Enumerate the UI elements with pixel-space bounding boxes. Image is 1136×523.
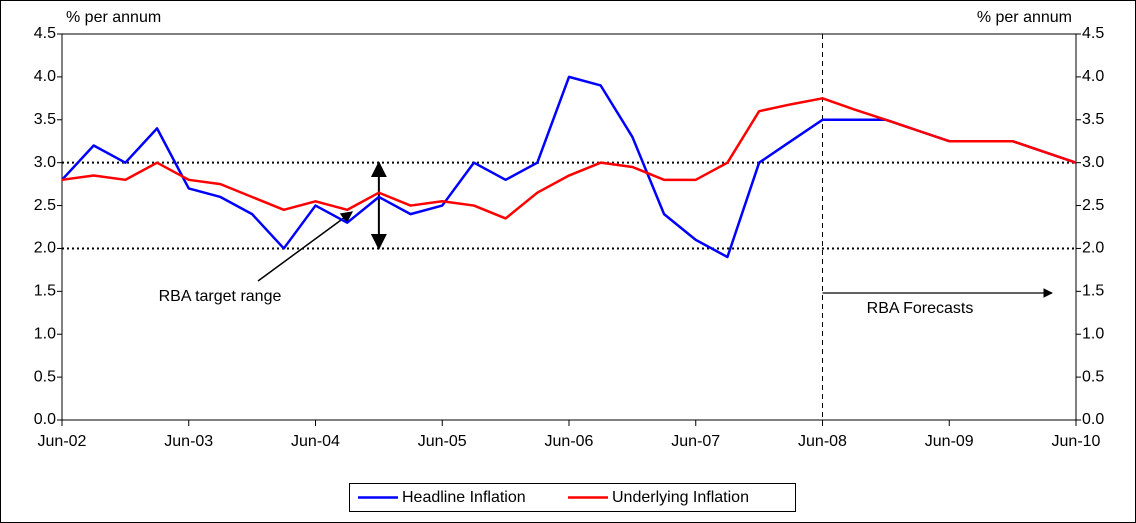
y2-tick-label: 4.0 <box>1082 68 1104 85</box>
y-tick-label: 3.5 <box>34 111 56 128</box>
y-tick-label: 4.0 <box>34 68 56 85</box>
y2-tick-label: 2.5 <box>1082 197 1104 214</box>
y2-tick-label: 1.5 <box>1082 283 1104 300</box>
legend-label: Headline Inflation <box>402 489 526 506</box>
y2-tick-label: 3.0 <box>1082 154 1104 171</box>
y-tick-label: 2.5 <box>34 197 56 214</box>
x-tick-label: Jun-09 <box>925 433 974 450</box>
y-tick-label: 2.0 <box>34 240 56 257</box>
y2-tick-label: 0.0 <box>1082 411 1104 428</box>
x-tick-label: Jun-05 <box>418 433 467 450</box>
y-tick-label: 1.5 <box>34 283 56 300</box>
series-line <box>61 97 1077 220</box>
x-tick-label: Jun-10 <box>1052 433 1101 450</box>
y2-tick-label: 1.0 <box>1082 325 1104 342</box>
x-tick-label: Jun-04 <box>291 433 340 450</box>
y-tick-label: 4.5 <box>34 25 56 42</box>
target-label: RBA target range <box>159 288 282 305</box>
y2-tick-label: 2.0 <box>1082 240 1104 257</box>
x-tick-label: Jun-08 <box>798 433 847 450</box>
y2-axis-label: % per annum <box>977 9 1072 26</box>
x-tick-label: Jun-02 <box>38 433 87 450</box>
y-axis-label: % per annum <box>66 9 161 26</box>
y2-tick-label: 4.5 <box>1082 25 1104 42</box>
x-tick-label: Jun-03 <box>164 433 213 450</box>
legend-label: Underlying Inflation <box>612 489 749 506</box>
y2-tick-label: 3.5 <box>1082 111 1104 128</box>
y-tick-label: 1.0 <box>34 325 56 342</box>
y-tick-label: 0.5 <box>34 368 56 385</box>
y-tick-label: 3.0 <box>34 154 56 171</box>
target-pointer <box>257 211 353 282</box>
x-tick-label: Jun-06 <box>545 433 594 450</box>
y2-tick-label: 0.5 <box>1082 368 1104 385</box>
x-tick-label: Jun-07 <box>671 433 720 450</box>
y-tick-label: 0.0 <box>34 411 56 428</box>
forecast-label: RBA Forecasts <box>867 300 974 317</box>
